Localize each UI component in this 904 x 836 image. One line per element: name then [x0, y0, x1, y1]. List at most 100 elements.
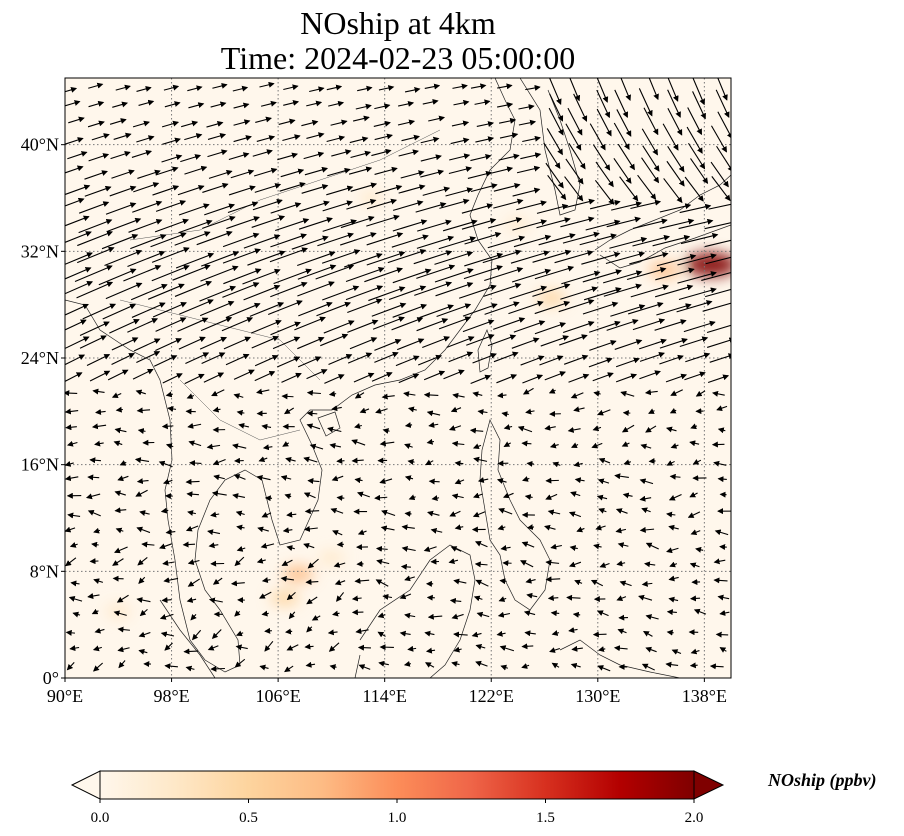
wind-arrow: [93, 578, 104, 585]
wind-arrow: [163, 577, 179, 584]
wind-arrow: [152, 302, 187, 318]
wind-arrow: [299, 200, 330, 212]
wind-arrow: [422, 186, 451, 196]
wind-arrow: [278, 118, 296, 125]
wind-arrow: [668, 596, 679, 603]
wind-arrow: [665, 373, 688, 383]
wind-arrow: [568, 627, 578, 633]
wind-arrow: [638, 338, 667, 350]
wind-arrow: [236, 524, 245, 531]
wind-arrow: [222, 282, 260, 298]
wind-arrow: [498, 117, 517, 124]
wind-arrow: [550, 610, 560, 617]
wind-arrow: [270, 233, 307, 248]
wind-arrow: [471, 631, 482, 638]
wind-arrow: [294, 316, 326, 331]
wind-arrow: [351, 457, 364, 464]
map-subtitle-time: Time: 2024-02-23 05:00:00: [220, 40, 576, 76]
wind-arrow: [138, 99, 155, 106]
wind-arrow: [366, 232, 404, 246]
wind-arrow: [181, 120, 199, 128]
wind-arrow: [139, 608, 148, 617]
wind-arrow: [306, 626, 313, 633]
wind-arrow: [398, 100, 415, 107]
wind-arrow: [413, 250, 453, 265]
wind-arrow: [715, 89, 730, 118]
wind-arrow: [202, 182, 229, 193]
wind-arrow: [632, 234, 671, 247]
wind-arrow: [260, 100, 277, 107]
wind-arrow: [117, 646, 130, 653]
wind-arrow: [235, 644, 248, 651]
wind-arrow: [564, 176, 584, 202]
colorbar-tick-label: 2.0: [685, 810, 704, 826]
wind-arrow: [74, 265, 113, 282]
wind-arrow: [207, 644, 219, 651]
wind-arrow: [690, 423, 698, 430]
wind-arrow: [347, 352, 373, 364]
wind-arrow: [655, 267, 695, 281]
wind-arrow: [306, 596, 318, 605]
wind-arrow: [187, 578, 201, 587]
wind-arrow: [588, 357, 613, 368]
wind-arrow: [111, 392, 122, 398]
wind-arrow: [137, 169, 161, 179]
wind-arrow: [115, 406, 123, 413]
wind-arrow: [223, 268, 262, 285]
wind-arrow: [374, 103, 391, 110]
wind-arrow: [275, 218, 310, 231]
wind-arrow: [423, 370, 446, 381]
wind-arrow: [560, 286, 599, 300]
lon-tick-label: 130°E: [575, 686, 620, 706]
wind-arrow: [684, 371, 706, 381]
wind-arrow: [679, 203, 712, 214]
wind-arrow: [130, 283, 168, 301]
wind-arrow: [598, 457, 611, 464]
wind-arrow: [222, 232, 260, 248]
wind-arrow: [256, 557, 266, 564]
wind-arrow: [599, 562, 610, 568]
wind-arrow: [165, 391, 173, 398]
wind-arrow: [671, 649, 682, 655]
wind-arrow: [544, 524, 556, 531]
wind-arrow: [662, 123, 679, 151]
wind-arrow: [254, 183, 282, 193]
wind-arrow: [568, 511, 582, 518]
wind-arrow: [705, 288, 731, 298]
wind-arrow: [230, 169, 255, 179]
wind-arrow: [642, 630, 653, 637]
wind-arrow: [331, 475, 344, 482]
wind-arrow: [645, 542, 659, 550]
colorbar-tick-label: 0.0: [91, 810, 110, 826]
wind-arrow: [91, 541, 99, 548]
wind-arrow: [616, 109, 632, 137]
wind-arrow: [172, 264, 211, 281]
wind-arrow: [568, 373, 590, 383]
wind-arrow: [162, 373, 183, 384]
colorbar-label: NOship (ppbv): [768, 770, 877, 790]
wind-arrow: [354, 423, 362, 429]
wind-arrow: [467, 170, 493, 179]
wind-arrow: [65, 137, 84, 145]
wind-arrow: [374, 133, 393, 141]
wind-arrow: [641, 580, 653, 587]
wind-arrow: [213, 474, 225, 481]
wind-arrow: [116, 594, 129, 603]
wind-arrow: [301, 184, 329, 194]
wind-arrow: [114, 427, 127, 434]
wind-arrow: [95, 408, 106, 415]
wind-arrow: [226, 302, 261, 318]
wind-arrow: [596, 78, 609, 103]
wind-arrow: [269, 247, 309, 263]
wind-arrow: [398, 373, 420, 384]
map-plot-area: [64, 77, 732, 679]
wind-arrow: [605, 251, 646, 265]
wind-arrow: [582, 269, 623, 283]
wind-arrow: [654, 284, 694, 298]
wind-arrow: [632, 218, 668, 229]
wind-arrow: [187, 559, 200, 565]
wind-arrow: [524, 630, 536, 637]
wind-arrow: [540, 335, 570, 347]
wind-arrow: [597, 409, 611, 416]
wind-arrow: [570, 392, 584, 399]
